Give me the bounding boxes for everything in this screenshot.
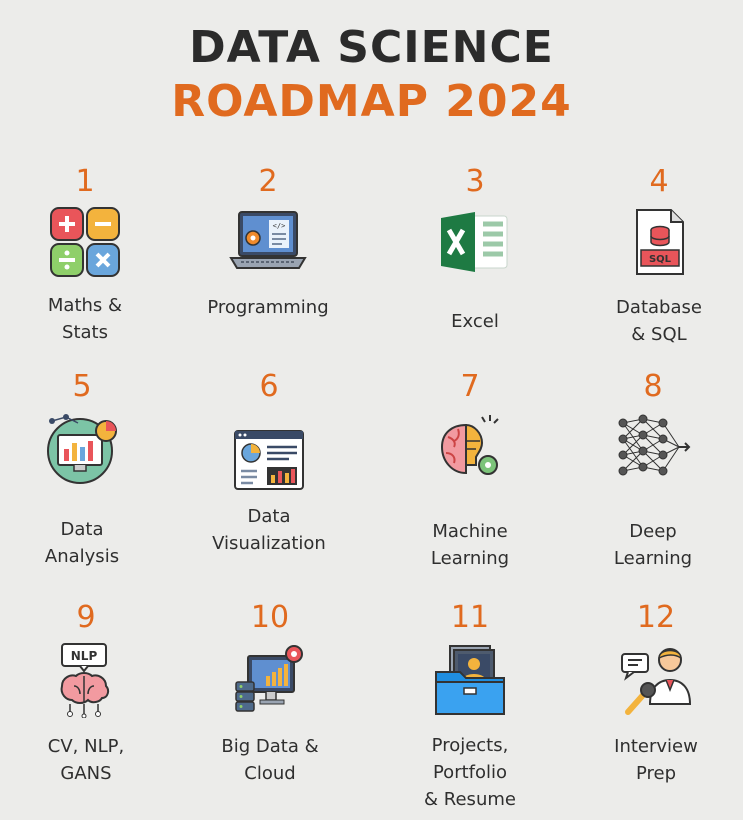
step-2: 2 </> Programming — [178, 164, 358, 318]
step-number: 4 — [649, 164, 669, 199]
step-11: 11 Projects, Portfolio & Resume — [380, 600, 560, 810]
svg-text:SQL: SQL — [649, 254, 672, 265]
laptop-code-icon: </> — [229, 211, 307, 269]
step-number: 7 — [460, 369, 480, 404]
step-number: 10 — [250, 600, 290, 635]
sql-file-icon: SQL — [636, 209, 684, 275]
step-number: 8 — [643, 369, 663, 404]
folder-portfolio-icon — [435, 645, 505, 715]
step-label: Maths & Stats — [47, 295, 123, 343]
step-number: 9 — [76, 600, 96, 635]
server-cloud-icon — [235, 645, 303, 712]
step-label: Projects, Portfolio & Resume — [424, 735, 516, 810]
step-6: 6 Data Visualization — [179, 369, 359, 554]
step-label: Database & SQL — [616, 297, 702, 345]
step-label: Machine Learning — [430, 521, 510, 569]
step-12: 12 Interview Prep — [566, 600, 743, 784]
step-label: Programming — [207, 297, 329, 318]
neural-network-icon — [618, 414, 691, 476]
step-3: 3 Excel — [385, 164, 565, 332]
step-label: Data Analysis — [44, 519, 120, 567]
step-9: 9 NLP CV, NLP, GANS — [0, 600, 176, 784]
step-label: Big Data & Cloud — [221, 736, 319, 784]
step-number: 1 — [75, 164, 95, 199]
step-label: Excel — [451, 311, 499, 332]
title-line-1: DATA SCIENCE — [189, 22, 554, 73]
brain-gear-icon — [440, 415, 499, 475]
analysis-monitor-icon — [47, 414, 117, 484]
math-operators-icon — [50, 207, 120, 277]
step-7: 7 Machine Learning — [380, 369, 560, 569]
svg-text:NLP: NLP — [71, 649, 98, 663]
step-4: 4 SQL Database & SQL — [569, 164, 743, 345]
step-label: Data Visualization — [212, 506, 326, 554]
step-label: CV, NLP, GANS — [47, 736, 125, 784]
svg-text:</>: </> — [273, 222, 286, 230]
nlp-brain-icon: NLP — [60, 643, 110, 718]
step-number: 2 — [258, 164, 278, 199]
title-line-2: ROADMAP 2024 — [171, 76, 572, 127]
step-1: 1 Maths & Stats — [0, 164, 175, 343]
excel-icon — [441, 212, 508, 272]
step-number: 6 — [259, 369, 279, 404]
step-label: Interview Prep — [614, 736, 698, 784]
step-number: 12 — [636, 600, 676, 635]
dashboard-icon — [234, 430, 304, 490]
step-5: 5 Data Analysis — [0, 369, 172, 567]
step-number: 5 — [72, 369, 92, 404]
step-number: 3 — [465, 164, 485, 199]
step-label: Deep Learning — [613, 521, 693, 569]
step-number: 11 — [450, 600, 490, 635]
step-8: 8 Deep Learning — [563, 369, 743, 569]
interview-icon — [621, 648, 692, 715]
step-10: 10 Big Data & Cloud — [180, 600, 360, 784]
